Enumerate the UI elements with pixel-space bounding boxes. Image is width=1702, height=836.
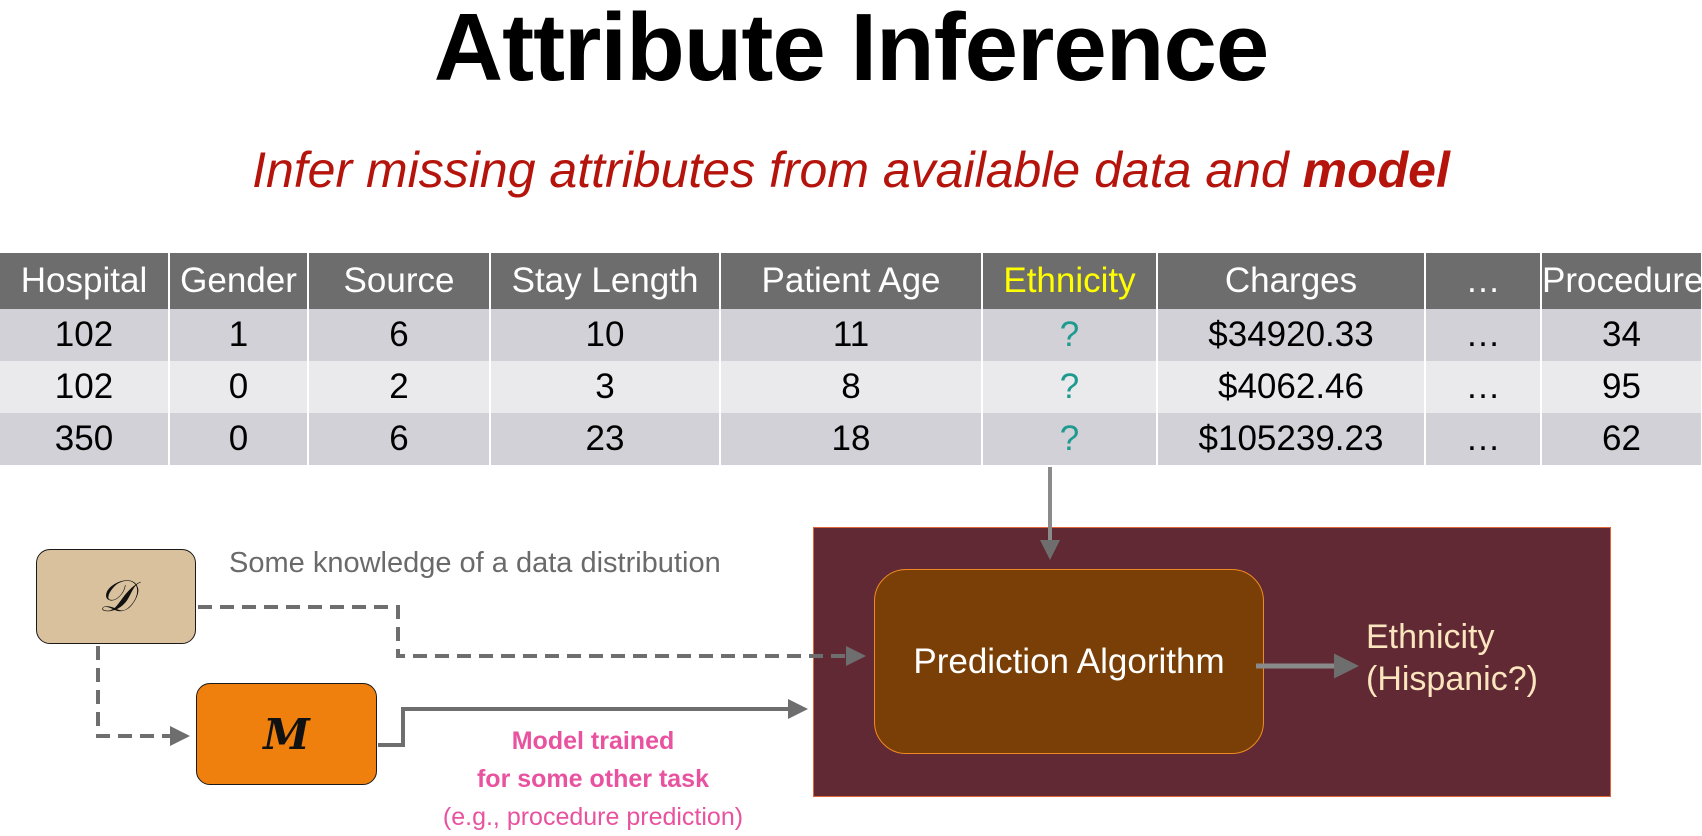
output-label: Ethnicity (Hispanic?): [1366, 616, 1538, 700]
column-header: Gender: [169, 253, 309, 309]
subtitle-text: Infer missing attributes from available …: [252, 142, 1303, 198]
data-distribution-box: 𝒟: [36, 549, 196, 644]
column-header: Stay Length: [490, 253, 721, 309]
table-cell: $34920.33: [1157, 309, 1426, 361]
table-cell: 18: [720, 413, 983, 465]
table-cell: 0: [169, 413, 309, 465]
output-line-1: Ethnicity: [1366, 618, 1495, 656]
slide-title: Attribute Inference: [433, 0, 1269, 101]
model-note: Model trained for some other task (e.g.,…: [413, 722, 773, 836]
table-header-row: Hospital Gender Source Stay Length Patie…: [0, 253, 1702, 309]
table-cell: 102: [0, 309, 170, 361]
column-header: Patient Age: [720, 253, 983, 309]
table-cell: …: [1425, 309, 1542, 361]
model-note-line-2: for some other task: [476, 765, 709, 793]
table-cell: $105239.23: [1157, 413, 1426, 465]
model-note-line-3: (e.g., procedure prediction): [442, 803, 744, 831]
patient-data-table: Hospital Gender Source Stay Length Patie…: [0, 253, 1702, 465]
column-header: …: [1425, 253, 1542, 309]
distribution-to-model-arrow: [96, 646, 190, 746]
table-cell: 23: [490, 413, 721, 465]
table-cell: 1: [169, 309, 309, 361]
table-cell: 8: [720, 361, 983, 413]
distribution-symbol: 𝒟: [98, 571, 134, 622]
table-cell: …: [1425, 361, 1542, 413]
column-header: Procedure: [1541, 253, 1702, 309]
subtitle-emphasis: model: [1302, 142, 1450, 198]
table-cell: 34: [1541, 309, 1702, 361]
table-row: 350 0 6 23 18 ? $105239.23 … 62: [0, 413, 1702, 465]
column-header-highlighted: Ethnicity: [982, 253, 1158, 309]
model-symbol: M: [263, 709, 310, 759]
unknown-value-cell: ?: [982, 361, 1158, 413]
column-header: Charges: [1157, 253, 1426, 309]
distribution-to-algorithm-arrow: [198, 605, 866, 666]
table-cell: 6: [308, 309, 491, 361]
table-row: 102 0 2 3 8 ? $4062.46 … 95: [0, 361, 1702, 413]
table-cell: 350: [0, 413, 170, 465]
knowledge-label: Some knowledge of a data distribution: [229, 547, 721, 579]
table-cell: $4062.46: [1157, 361, 1426, 413]
model-note-line-1: Model trained: [511, 727, 675, 755]
table-cell: …: [1425, 413, 1542, 465]
table-cell: 10: [490, 309, 721, 361]
table-cell: 6: [308, 413, 491, 465]
table-cell: 11: [720, 309, 983, 361]
prediction-algorithm-box: Prediction Algorithm: [874, 569, 1264, 754]
table-cell: 62: [1541, 413, 1702, 465]
table-cell: 0: [169, 361, 309, 413]
column-header: Source: [308, 253, 491, 309]
table-cell: 3: [490, 361, 721, 413]
table-cell: 95: [1541, 361, 1702, 413]
column-header: Hospital: [0, 253, 170, 309]
unknown-value-cell: ?: [982, 309, 1158, 361]
model-box: M: [196, 683, 377, 785]
table-cell: 2: [308, 361, 491, 413]
unknown-value-cell: ?: [982, 413, 1158, 465]
prediction-algorithm-label: Prediction Algorithm: [913, 641, 1225, 681]
table-cell: 102: [0, 361, 170, 413]
output-line-2: (Hispanic?): [1366, 660, 1538, 698]
table-row: 102 1 6 10 11 ? $34920.33 … 34: [0, 309, 1702, 361]
slide-subtitle: Infer missing attributes from available …: [0, 140, 1702, 200]
